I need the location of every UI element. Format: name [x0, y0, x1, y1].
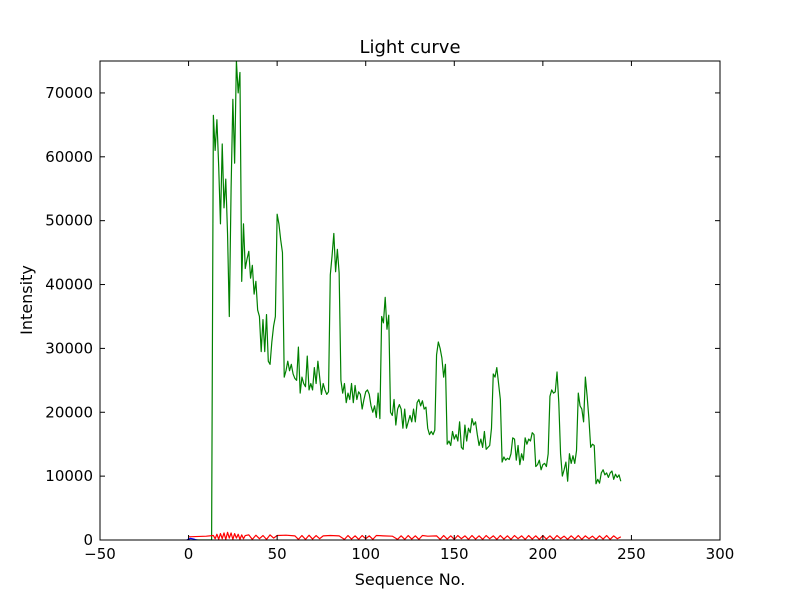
- x-tick-label: 150: [440, 545, 469, 563]
- plot-layer: [186, 61, 622, 540]
- x-tick-label: 0: [184, 545, 194, 563]
- series-line-1: [188, 531, 622, 540]
- axis-layer: −50 0 50 100 150 200 250 3000100002000030000400…: [45, 60, 735, 563]
- series-lines: [186, 61, 622, 540]
- x-tick-label: 200: [529, 545, 558, 563]
- series-line-0: [188, 61, 622, 540]
- y-tick-label: 20000: [45, 403, 93, 421]
- y-tick-label: 50000: [45, 212, 93, 230]
- x-tick-label: −50: [84, 545, 116, 563]
- x-tick-label: 250: [617, 545, 646, 563]
- y-tick-label: 60000: [45, 148, 93, 166]
- chart-title: Light curve: [359, 37, 460, 58]
- y-tick-label: 30000: [45, 339, 93, 357]
- y-tick-label: 70000: [45, 84, 93, 102]
- y-tick-label: 10000: [45, 467, 93, 485]
- x-tick-label: 50: [268, 545, 287, 563]
- y-axis-label: Intensity: [17, 265, 36, 335]
- x-tick-label: 100: [351, 545, 380, 563]
- x-tick-label: 300: [706, 545, 735, 563]
- y-tick-label: 40000: [45, 276, 93, 294]
- y-tick-label: 0: [83, 531, 93, 549]
- plot-frame: [99, 60, 721, 541]
- x-axis-label: Sequence No.: [355, 570, 466, 589]
